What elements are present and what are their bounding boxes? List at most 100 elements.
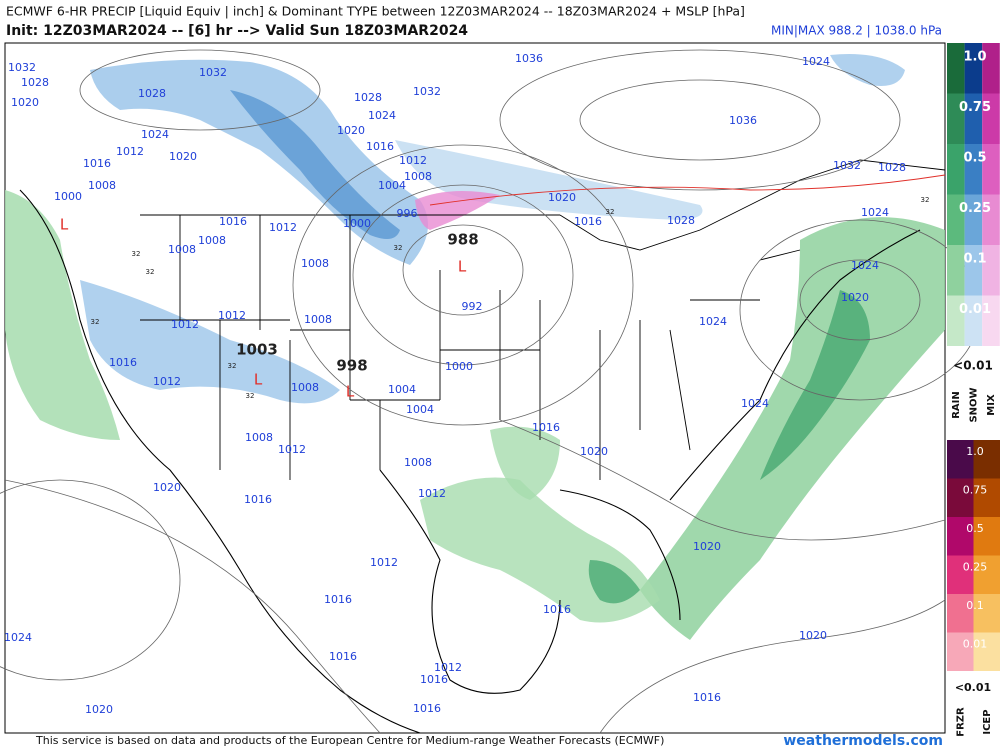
legend-swatch [982, 245, 1000, 296]
isobar-label: 1024 [861, 206, 889, 219]
legend-swatch [947, 295, 965, 346]
legend-swatch [947, 93, 965, 144]
isobar-label: 1020 [841, 291, 869, 304]
isobar-label: 1012 [116, 145, 144, 158]
legend-swatch [982, 43, 1000, 94]
legend-swatch [964, 43, 983, 94]
contour-label: 32 [921, 196, 930, 204]
legend-swatch [947, 594, 974, 633]
isobar-label: 1024 [802, 55, 830, 68]
legend-swatch [947, 440, 974, 479]
legend-swatch [947, 478, 974, 517]
rain-area [490, 426, 560, 500]
legend-type: SNOW [968, 387, 979, 422]
isobar-label: 1020 [169, 150, 197, 163]
borders [140, 159, 946, 480]
isobar-label: 1016 [329, 650, 357, 663]
isobar-label: 1020 [799, 629, 827, 642]
isobar-label: 1004 [378, 179, 406, 192]
legend-level: 0.1 [966, 599, 984, 612]
isobar-label: 1020 [580, 445, 608, 458]
legend-swatch [982, 295, 1000, 346]
isobar-label: 1016 [413, 702, 441, 715]
contour-label: 32 [606, 208, 615, 216]
isobar-label: 1012 [269, 221, 297, 234]
legend-swatch [973, 440, 1000, 479]
isobar-label: 1016 [366, 140, 394, 153]
pressure-center: 1003 [236, 341, 278, 359]
legend-level: 0.5 [963, 151, 986, 166]
low-marker: L [254, 371, 263, 389]
isobar-label: 1012 [399, 154, 427, 167]
isobar-label: 1000 [445, 360, 473, 373]
legend-swatch [982, 93, 1000, 144]
isobar-label: 1036 [729, 114, 757, 127]
precip-legend: 1.0 0.75 0.5 0.25 0.1 0.01 <0.01 RAIN SNOW MIX [947, 43, 1000, 423]
footer-credit: This service is based on data and produc… [35, 734, 664, 747]
low-marker: L [346, 383, 355, 401]
isobar-label: 1000 [54, 190, 82, 203]
isobar-label: 1012 [171, 318, 199, 331]
isobar-label: 1016 [324, 593, 352, 606]
isobar-label: 1008 [301, 257, 329, 270]
coastline [19, 189, 921, 734]
legend-swatch [964, 245, 983, 296]
isobar-label: 1032 [199, 66, 227, 79]
legend-type: ICEP [982, 709, 993, 734]
legend-below: <0.01 [953, 359, 993, 373]
legend-swatch [947, 194, 965, 245]
isobar-label: 1024 [141, 128, 169, 141]
rain-area [760, 290, 870, 480]
legend-type: MIX [986, 394, 997, 416]
ice-legend: 1.0 0.75 0.5 0.25 0.1 0.01 <0.01 FRZR ICEP [947, 440, 1000, 737]
legend-level: 1.0 [966, 445, 984, 458]
legend-level: 0.01 [959, 302, 991, 317]
legend-swatch [964, 93, 983, 144]
isobar-label: 1012 [153, 375, 181, 388]
snow-area [830, 54, 905, 86]
isobar-label: 996 [397, 207, 418, 220]
isobar-label: 1008 [198, 234, 226, 247]
contour-label: 32 [246, 392, 255, 400]
contour-label: 32 [132, 250, 141, 258]
isobar-label: 1004 [388, 383, 416, 396]
legend-swatch [947, 245, 965, 296]
isobar-label: 1016 [543, 603, 571, 616]
legend-level: 0.75 [959, 100, 991, 115]
isobar-label: 1012 [418, 487, 446, 500]
isobar-label: 1032 [833, 159, 861, 172]
isobar-label: 1000 [343, 217, 371, 230]
isobar-label: 1020 [153, 481, 181, 494]
isobar-label: 1024 [741, 397, 769, 410]
isobar-label: 1024 [699, 315, 727, 328]
isobar-label: 1016 [693, 691, 721, 704]
pressure-center: 998 [336, 357, 367, 375]
legend-level: 1.0 [963, 50, 986, 65]
pressure-center: 988 [447, 231, 478, 249]
legend-swatch [964, 144, 983, 195]
snow-area [230, 90, 400, 239]
legend-level: 0.25 [963, 561, 988, 574]
rain-area [5, 190, 120, 440]
min-max: MIN|MAX 988.2 | 1038.0 hPa [771, 24, 942, 38]
isobar-label: 1016 [420, 673, 448, 686]
legend-level: 0.01 [963, 638, 988, 651]
legend-swatch [973, 632, 1000, 671]
isobar-label: 1028 [878, 161, 906, 174]
isobar-label: 1008 [88, 179, 116, 192]
init-line: Init: 12Z03MAR2024 -- [6] hr --> Valid S… [6, 23, 468, 39]
contour-label: 32 [394, 244, 403, 252]
isobar-label: 1020 [693, 540, 721, 553]
legend-swatch [973, 555, 1000, 594]
legend-level: 0.5 [966, 522, 984, 535]
isobar-label: 1020 [337, 124, 365, 137]
isobar-label: 1032 [413, 85, 441, 98]
isobar-label: 1012 [278, 443, 306, 456]
isobar-label: 1020 [85, 703, 113, 716]
isobar-label: 1012 [434, 661, 462, 674]
isobar-label: 1016 [219, 215, 247, 228]
isobar-label: 1028 [667, 214, 695, 227]
snow-area [80, 280, 340, 404]
legend-swatch [947, 43, 965, 94]
